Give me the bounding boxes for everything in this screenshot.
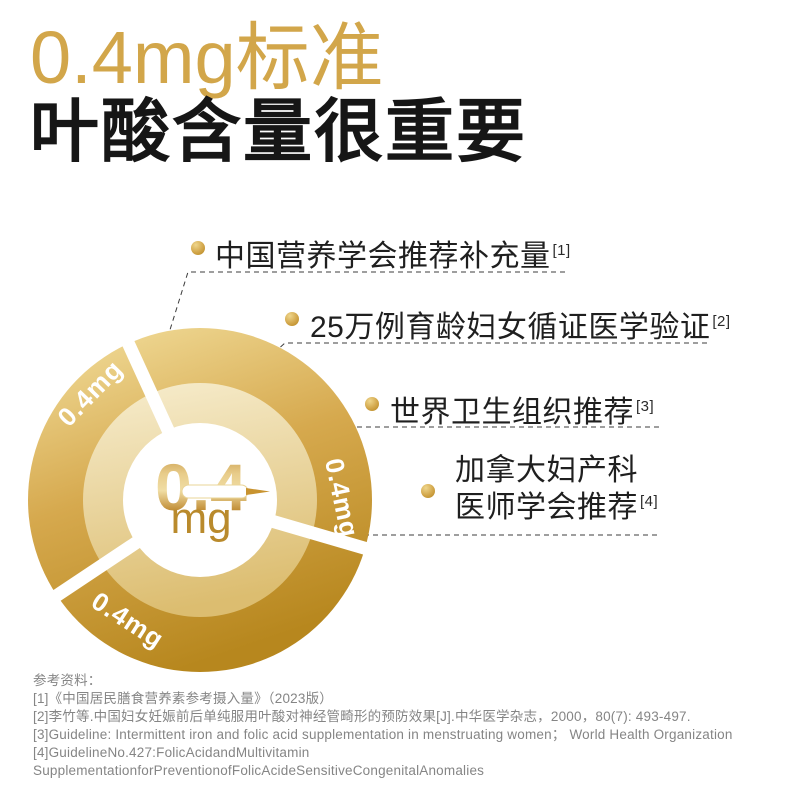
bullet-dot-4 (421, 484, 435, 498)
reference-line-5: SupplementationforPreventionofFolicAcide… (33, 763, 485, 778)
bullet-item-3: 世界卫生组织推荐 [3] (390, 387, 654, 431)
bullet-item-1: 中国营养学会推荐补充量 [1] (215, 231, 571, 275)
bullet-dot-1 (191, 241, 205, 255)
bullet-text-4b: 医师学会推荐 (455, 491, 638, 524)
reference-line-1: [1]《中国居民膳食营养素参考摄入量》（2023版） (33, 691, 333, 706)
bullet-dot-3 (365, 397, 379, 411)
references-block: 参考资料： [1]《中国居民膳食营养素参考摄入量》（2023版） [2]李竹等.… (33, 672, 733, 780)
bullet-text-4a: 加拿大妇产科 (455, 454, 638, 487)
segment-divider-right (265, 513, 377, 558)
bullet-text-2: 25万例育龄妇女循证医学验证 (310, 311, 711, 344)
references-title: 参考资料： (33, 673, 102, 688)
bullet-item-4: 加拿大妇产科 医师学会推荐 [4] (455, 452, 658, 526)
dosage-donut-diagram: 0.4mg 0.4mg 0.4mg 0.4 mg (28, 328, 377, 672)
bullet-item-2: 25万例育龄妇女循证医学验证 [2] (310, 302, 731, 346)
reference-line-3: [3]Guideline: Intermittent iron and foli… (33, 727, 733, 742)
center-unit: mg (170, 494, 231, 543)
bullet-ref-3: [3] (636, 398, 655, 415)
donut-center (123, 423, 277, 577)
bullet-text-1: 中国营养学会推荐补充量 (215, 240, 551, 273)
bullet-ref-1: [1] (552, 242, 571, 259)
bullet-dot-2 (285, 312, 299, 326)
reference-line-2: [2]李竹等.中国妇女妊娠前后单纯服用叶酸对神经管畸形的预防效果[J].中华医学… (33, 709, 691, 724)
center-shine-tail (246, 488, 270, 495)
segment-divider-bottom-left (44, 533, 146, 607)
reference-line-4: [4]GuidelineNo.427:FolicAcidandMultivita… (33, 745, 310, 760)
segment-dividers (44, 331, 377, 607)
bullet-ref-2: [2] (712, 313, 731, 330)
bullet-ref-4: [4] (640, 493, 659, 510)
segment-divider-top (118, 331, 177, 440)
headline-main: 叶酸含量很重要 (30, 93, 527, 170)
headline-accent: 0.4mg标准 (30, 16, 384, 99)
bullet-text-3: 世界卫生组织推荐 (390, 396, 634, 429)
